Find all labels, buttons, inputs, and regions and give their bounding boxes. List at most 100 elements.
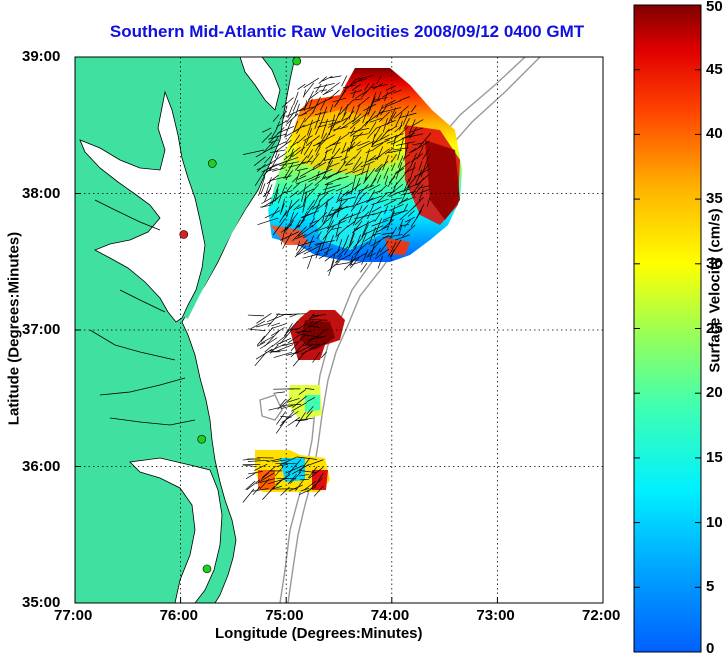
- velocity-vector: [305, 410, 313, 419]
- velocity-vector: [303, 245, 320, 255]
- x-tick-label: 74:00: [370, 607, 410, 624]
- velocity-vector: [289, 471, 302, 484]
- velocity-vector: [369, 117, 382, 123]
- velocity-vector: [338, 106, 343, 117]
- velocity-vector: [314, 175, 327, 186]
- velocity-vector: [300, 205, 314, 224]
- velocity-vector: [418, 160, 423, 171]
- x-axis-label: Longitude (Degrees:Minutes): [215, 625, 423, 642]
- velocity-vector: [305, 459, 324, 467]
- velocity-vector: [352, 90, 356, 99]
- velocity-vector: [312, 163, 320, 169]
- grid-lines: [75, 57, 603, 603]
- velocity-vector: [384, 133, 404, 141]
- velocity-vector: [268, 133, 286, 140]
- velocity-vector: [341, 111, 347, 121]
- velocity-vector: [324, 82, 340, 94]
- velocity-vector: [376, 247, 382, 256]
- velocity-vector: [287, 134, 301, 153]
- velocity-vector: [367, 127, 377, 139]
- velocity-vector: [299, 486, 316, 496]
- velocity-vector: [277, 120, 287, 127]
- velocity-vector: [268, 405, 286, 411]
- station-marker[interactable]: [202, 564, 212, 574]
- velocity-vector: [353, 103, 361, 120]
- velocity-vector: [271, 206, 280, 218]
- velocity-vector: [286, 398, 300, 403]
- velocity-vector: [345, 170, 354, 175]
- velocity-vector: [320, 233, 328, 252]
- colorbar-label: Surface Velocity (cm/s): [706, 208, 724, 373]
- velocity-vector: [363, 103, 377, 111]
- y-tick-label: 39:00: [22, 48, 61, 65]
- velocity-vector: [344, 234, 349, 246]
- velocity-vector: [266, 167, 278, 172]
- velocity-vector: [378, 184, 388, 193]
- velocity-vector: [354, 75, 374, 80]
- velocity-vector: [280, 486, 290, 496]
- velocity-vector: [371, 83, 388, 89]
- velocity-vector: [277, 397, 292, 410]
- velocity-vector: [309, 98, 313, 108]
- velocity-vector: [250, 320, 266, 330]
- velocity-vector: [311, 204, 321, 210]
- velocity-vector: [257, 341, 266, 347]
- velocity-vector: [375, 225, 389, 233]
- velocity-vector: [282, 404, 302, 406]
- velocity-vector: [288, 162, 306, 168]
- velocity-vector: [407, 183, 418, 189]
- velocity-vector: [286, 184, 293, 192]
- velocity-vector: [343, 240, 354, 256]
- x-tick-label: 72:00: [582, 607, 621, 624]
- velocity-vector: [384, 175, 389, 185]
- velocity-vector: [395, 141, 416, 146]
- velocity-vector: [296, 456, 318, 460]
- velocity-vector: [376, 120, 396, 129]
- velocity-vector: [325, 235, 334, 255]
- velocity-vector: [368, 227, 377, 245]
- velocity-vector: [422, 149, 430, 160]
- station-marker[interactable]: [207, 159, 217, 168]
- velocity-vector: [284, 212, 299, 231]
- velocity-vector: [286, 112, 295, 123]
- station-marker[interactable]: [179, 230, 189, 239]
- velocity-vector: [276, 121, 281, 129]
- colorbar[interactable]: [633, 4, 702, 653]
- velocity-vector: [370, 168, 382, 187]
- y-tick-label: 36:00: [22, 457, 61, 475]
- velocity-vector: [270, 343, 286, 352]
- velocity-vector: [357, 96, 370, 107]
- velocity-vector: [262, 465, 277, 478]
- station-marker[interactable]: [197, 434, 207, 444]
- velocity-vector: [299, 470, 317, 473]
- velocity-vector: [379, 128, 390, 141]
- velocity-vector: [335, 190, 350, 204]
- x-tick-label: 75:00: [265, 607, 304, 624]
- velocity-vector: [328, 162, 340, 168]
- velocity-vector: [322, 89, 334, 96]
- velocity-vector: [376, 104, 384, 118]
- velocity-vector: [279, 231, 300, 241]
- velocity-vector: [273, 391, 285, 394]
- velocity-vector: [267, 477, 288, 485]
- velocity-vector: [321, 118, 328, 139]
- station-marker[interactable]: [292, 57, 302, 66]
- velocity-vector: [308, 466, 318, 479]
- velocity-vector: [302, 191, 308, 207]
- colorbar-tick-label: 35: [706, 190, 723, 208]
- velocity-vector: [361, 120, 368, 129]
- velocity-vector: [350, 78, 362, 87]
- velocity-vector: [292, 182, 300, 190]
- velocity-vector: [398, 196, 416, 204]
- velocity-vector: [420, 156, 429, 178]
- velocity-vector: [369, 195, 383, 201]
- velocity-vector: [353, 149, 362, 159]
- velocity-vector: [337, 176, 349, 180]
- velocity-vector: [316, 168, 333, 177]
- velocity-vector: [267, 312, 280, 327]
- velocity-vector: [319, 106, 328, 126]
- velocity-vector: [349, 232, 355, 245]
- velocity-vector: [266, 174, 279, 184]
- colorbar-tick-label: 5: [706, 578, 715, 596]
